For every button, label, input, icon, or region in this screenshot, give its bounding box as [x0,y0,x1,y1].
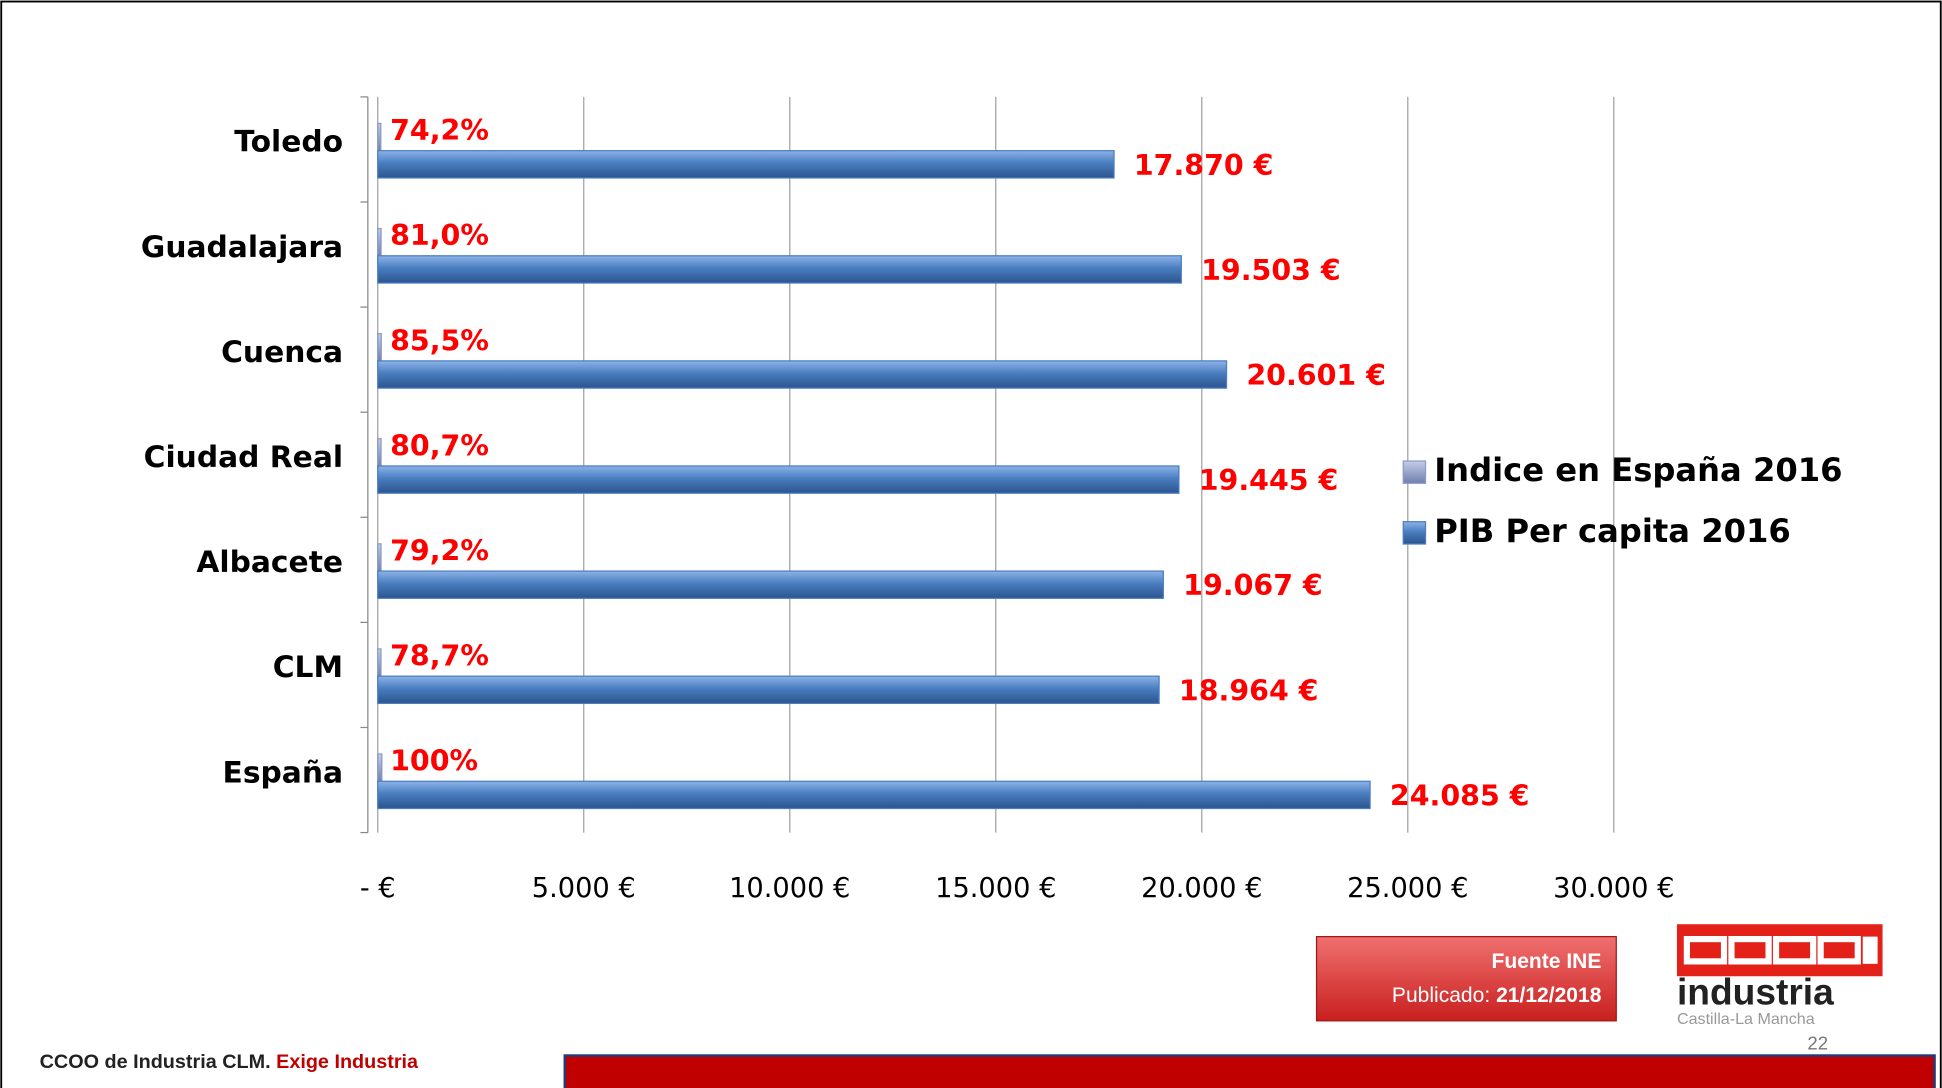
bar [377,753,383,782]
bar [377,543,382,572]
value-label: 19.445 € [1199,464,1339,497]
y-tick-label: Cuenca [221,335,343,370]
value-label: 20.601 € [1246,359,1386,392]
logo-shape [1683,935,1728,965]
y-tick-label: CLM [273,650,343,685]
index-label: 80,7% [390,429,489,462]
y-tick-label: Albacete [196,545,343,580]
legend-label: PIB Per capita 2016 [1434,512,1791,550]
bar [377,360,1228,389]
logo: industria Castilla-La Mancha [1676,924,1883,1028]
index-label: 81,0% [390,219,489,252]
value-label: 19.067 € [1183,569,1323,602]
logo-block [1676,924,1883,977]
bar [377,255,1182,284]
legend-swatch [1402,521,1427,545]
index-label: 79,2% [390,534,489,567]
x-tick-label: 20.000 € [1141,873,1262,904]
bar [377,122,382,152]
value-label: 24.085 € [1390,779,1530,812]
source-title: Fuente INE [1491,950,1601,973]
logo-shape [1817,935,1861,965]
bar [377,465,1180,494]
footer: CCOO de Industria CLM. Exige Industria [40,1051,419,1073]
logo-shape [1728,935,1772,965]
footer-bar [563,1054,1936,1088]
page-number: 22 [1807,1032,1828,1053]
published-label: Publicado: [1392,984,1490,1007]
x-tick-label: 5.000 € [532,873,636,904]
bar [377,780,1371,810]
y-axis-ticks [360,96,368,834]
y-tick-label: Ciudad Real [144,440,343,475]
legend-label: Indice en España 2016 [1434,451,1842,489]
index-label: 74,2% [390,114,489,147]
value-label: 19.503 € [1201,254,1341,287]
bar [377,150,1115,179]
footer-org: CCOO de Industria CLM. [40,1051,271,1073]
bar [377,438,382,467]
bar [377,570,1164,599]
bar [377,333,382,362]
y-tick-label: Toledo [234,125,343,160]
logo-shape [1862,936,1878,964]
x-tick-label: 15.000 € [935,873,1056,904]
index-label: 78,7% [390,640,489,673]
value-label: 18.964 € [1179,674,1319,707]
footer-slogan: Exige Industria [276,1051,419,1073]
index-label: 85,5% [390,324,489,357]
x-tick-label: 30.000 € [1553,873,1674,904]
index-label: 100% [390,745,478,778]
logo-name: industria [1677,971,1834,1013]
source-published: Publicado: 21/12/2018 [1392,984,1602,1007]
legend-swatch [1402,460,1427,484]
y-tick-label: Guadalajara [141,230,343,265]
logo-region: Castilla-La Mancha [1677,1010,1815,1028]
bar [377,675,1160,705]
x-tick-label: - € [360,873,396,904]
y-tick-label: España [223,755,344,790]
x-tick-label: 25.000 € [1347,873,1468,904]
value-label: 17.870 € [1134,149,1274,182]
published-date: 21/12/2018 [1496,984,1602,1007]
logo-shape [1772,935,1817,965]
bar [377,648,382,677]
bar [377,227,382,257]
x-tick-label: 10.000 € [729,873,850,904]
source-box [1315,935,1617,1022]
